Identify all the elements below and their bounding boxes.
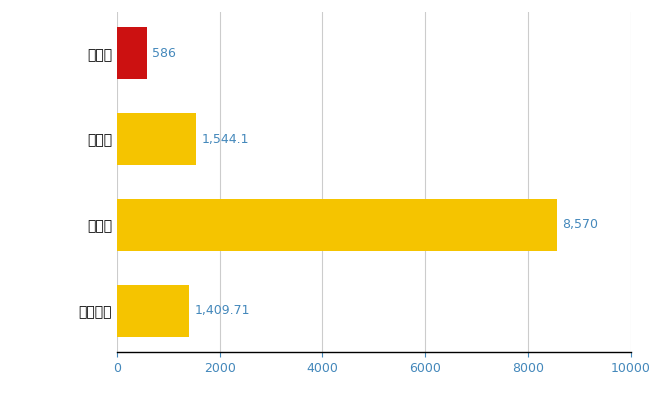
Bar	[117, 199, 557, 251]
Text: 1,544.1: 1,544.1	[202, 132, 249, 146]
Text: 586: 586	[152, 47, 176, 60]
Bar	[117, 28, 147, 79]
Bar	[117, 113, 196, 165]
Text: 1,409.71: 1,409.71	[194, 304, 250, 317]
Bar	[117, 285, 189, 336]
Text: 8,570: 8,570	[562, 218, 598, 232]
